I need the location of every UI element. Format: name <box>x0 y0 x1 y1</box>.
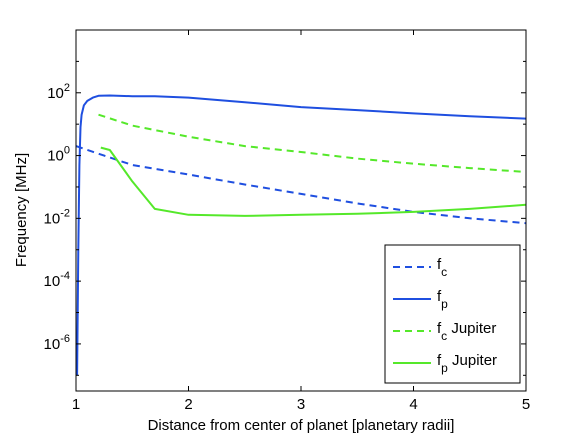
legend-label: fc <box>437 256 447 279</box>
y-tick-label: 10-2 <box>44 207 70 227</box>
series-line-0 <box>75 145 527 225</box>
x-tick-label: 4 <box>409 396 417 413</box>
legend-label: fp <box>437 288 448 311</box>
x-tick-label: 5 <box>522 396 530 413</box>
y-tick-label: 102 <box>47 82 70 102</box>
series-line-3 <box>100 146 527 217</box>
y-tick-label: 100 <box>47 145 70 165</box>
legend: fc fp fc Jupiter fp Jupiter <box>384 244 521 384</box>
x-tick-label: 2 <box>184 396 192 413</box>
x-tick-label: 3 <box>297 396 305 413</box>
legend-label: fp Jupiter <box>437 352 497 375</box>
x-axis-ticks: 1 2 3 4 5 <box>72 30 530 413</box>
x-tick-label: 1 <box>72 396 80 413</box>
series-lines <box>75 94 527 376</box>
y-tick-label: 10-6 <box>44 333 70 353</box>
y-axis-ticks: 10-6 10-4 10-2 100 102 <box>44 29 526 376</box>
series-line-2 <box>98 113 527 173</box>
x-axis-label: Distance from center of planet [planetar… <box>148 417 455 434</box>
y-axis-label: Frequency [MHz] <box>13 153 30 267</box>
legend-label: fc Jupiter <box>437 320 496 343</box>
y-tick-label: 10-4 <box>44 270 70 290</box>
series-line-1 <box>76 94 527 376</box>
